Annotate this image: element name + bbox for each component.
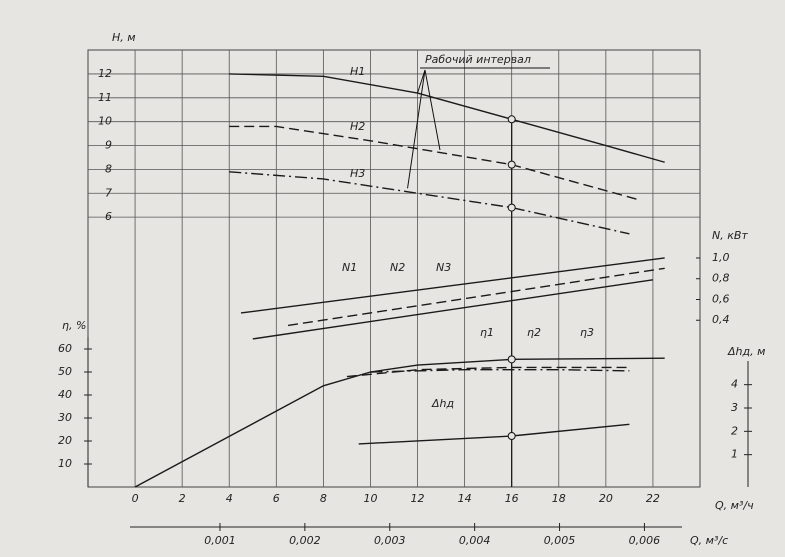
x2-tick-label: 0,001: [204, 534, 236, 547]
series-line: [229, 171, 630, 235]
x-tick-label: 4: [226, 492, 233, 505]
series-label: Δhд: [431, 397, 454, 410]
y-tick-label: 0,4: [712, 313, 730, 326]
y-tick-label: 3: [731, 401, 738, 414]
series-line: [346, 366, 630, 378]
series-line: [229, 125, 642, 202]
x-tick-label: 0: [132, 492, 139, 505]
y-tick-label: 1: [731, 448, 738, 461]
series-line: [229, 73, 665, 163]
y-tick-label: 50: [58, 365, 72, 378]
y-tick-label: 7: [105, 186, 112, 199]
x-tick-label: 20: [599, 492, 613, 505]
y-tick-label: 40: [58, 388, 72, 401]
y-tick-label: 0,8: [712, 272, 730, 285]
annotation-pointer: [417, 69, 426, 94]
y-tick-label: 10: [58, 457, 72, 470]
operating-point: [507, 160, 516, 169]
x-tick-label: 16: [505, 492, 519, 505]
grid-frame: [87, 49, 701, 488]
x-tick-label: 6: [273, 492, 280, 505]
series-label: N2: [390, 261, 405, 274]
x2-tick-label: 0,006: [629, 534, 661, 547]
y-axis-label: η, %: [62, 319, 86, 332]
series-label: H2: [350, 120, 365, 133]
x-tick-label: 12: [411, 492, 425, 505]
annotation-pointer: [424, 69, 441, 151]
series-label: H3: [350, 167, 365, 180]
y-tick-label: 0,6: [712, 292, 730, 305]
x-tick-label: 2: [179, 492, 186, 505]
series-line: [287, 267, 665, 327]
y-tick-label: 1,0: [712, 251, 730, 264]
operating-point: [507, 432, 516, 440]
x2-tick-label: 0,005: [544, 534, 576, 547]
y-tick-label: 60: [58, 342, 72, 355]
series-label: η2: [527, 326, 541, 339]
series-line: [370, 369, 630, 373]
y-tick-label: 12: [98, 67, 112, 80]
y-axis-label: Δhд, м: [727, 345, 765, 358]
y-tick-label: 10: [98, 115, 112, 128]
y-tick-label: 11: [98, 91, 112, 104]
y-tick-label: 4: [731, 378, 738, 391]
series-label: η3: [580, 326, 594, 339]
series-label: N1: [342, 261, 357, 274]
operating-point: [507, 203, 516, 212]
y-axis-label: N, кВт: [712, 229, 748, 242]
series-label: N3: [436, 261, 451, 274]
operating-point: [507, 355, 516, 364]
x2-tick-label: 0,002: [289, 534, 321, 547]
x2-axis-label: Q, м³/с: [690, 534, 728, 547]
x-tick-label: 22: [646, 492, 660, 505]
y-tick-label: 20: [58, 434, 72, 447]
series-line: [240, 257, 665, 314]
operating-point: [507, 115, 516, 124]
x-tick-label: 18: [552, 492, 566, 505]
x-axis-label: Q, м³/ч: [715, 499, 754, 512]
annotation-pointer: [407, 69, 426, 189]
x-tick-label: 10: [363, 492, 377, 505]
y-axis-label: H, м: [112, 31, 136, 44]
y-tick-label: 6: [105, 210, 112, 223]
x-tick-label: 8: [320, 492, 327, 505]
y-tick-label: 30: [58, 411, 72, 424]
x2-tick-label: 0,003: [374, 534, 406, 547]
series-label: H1: [350, 65, 365, 78]
x2-tick-label: 0,004: [459, 534, 491, 547]
y-tick-label: 2: [731, 424, 738, 437]
y-tick-label: 8: [105, 162, 112, 175]
x-tick-label: 14: [458, 492, 472, 505]
annotation: Рабочий интервал: [425, 53, 531, 66]
y-tick-label: 9: [105, 139, 112, 152]
series-label: η1: [480, 326, 494, 339]
series-line: [252, 279, 654, 340]
